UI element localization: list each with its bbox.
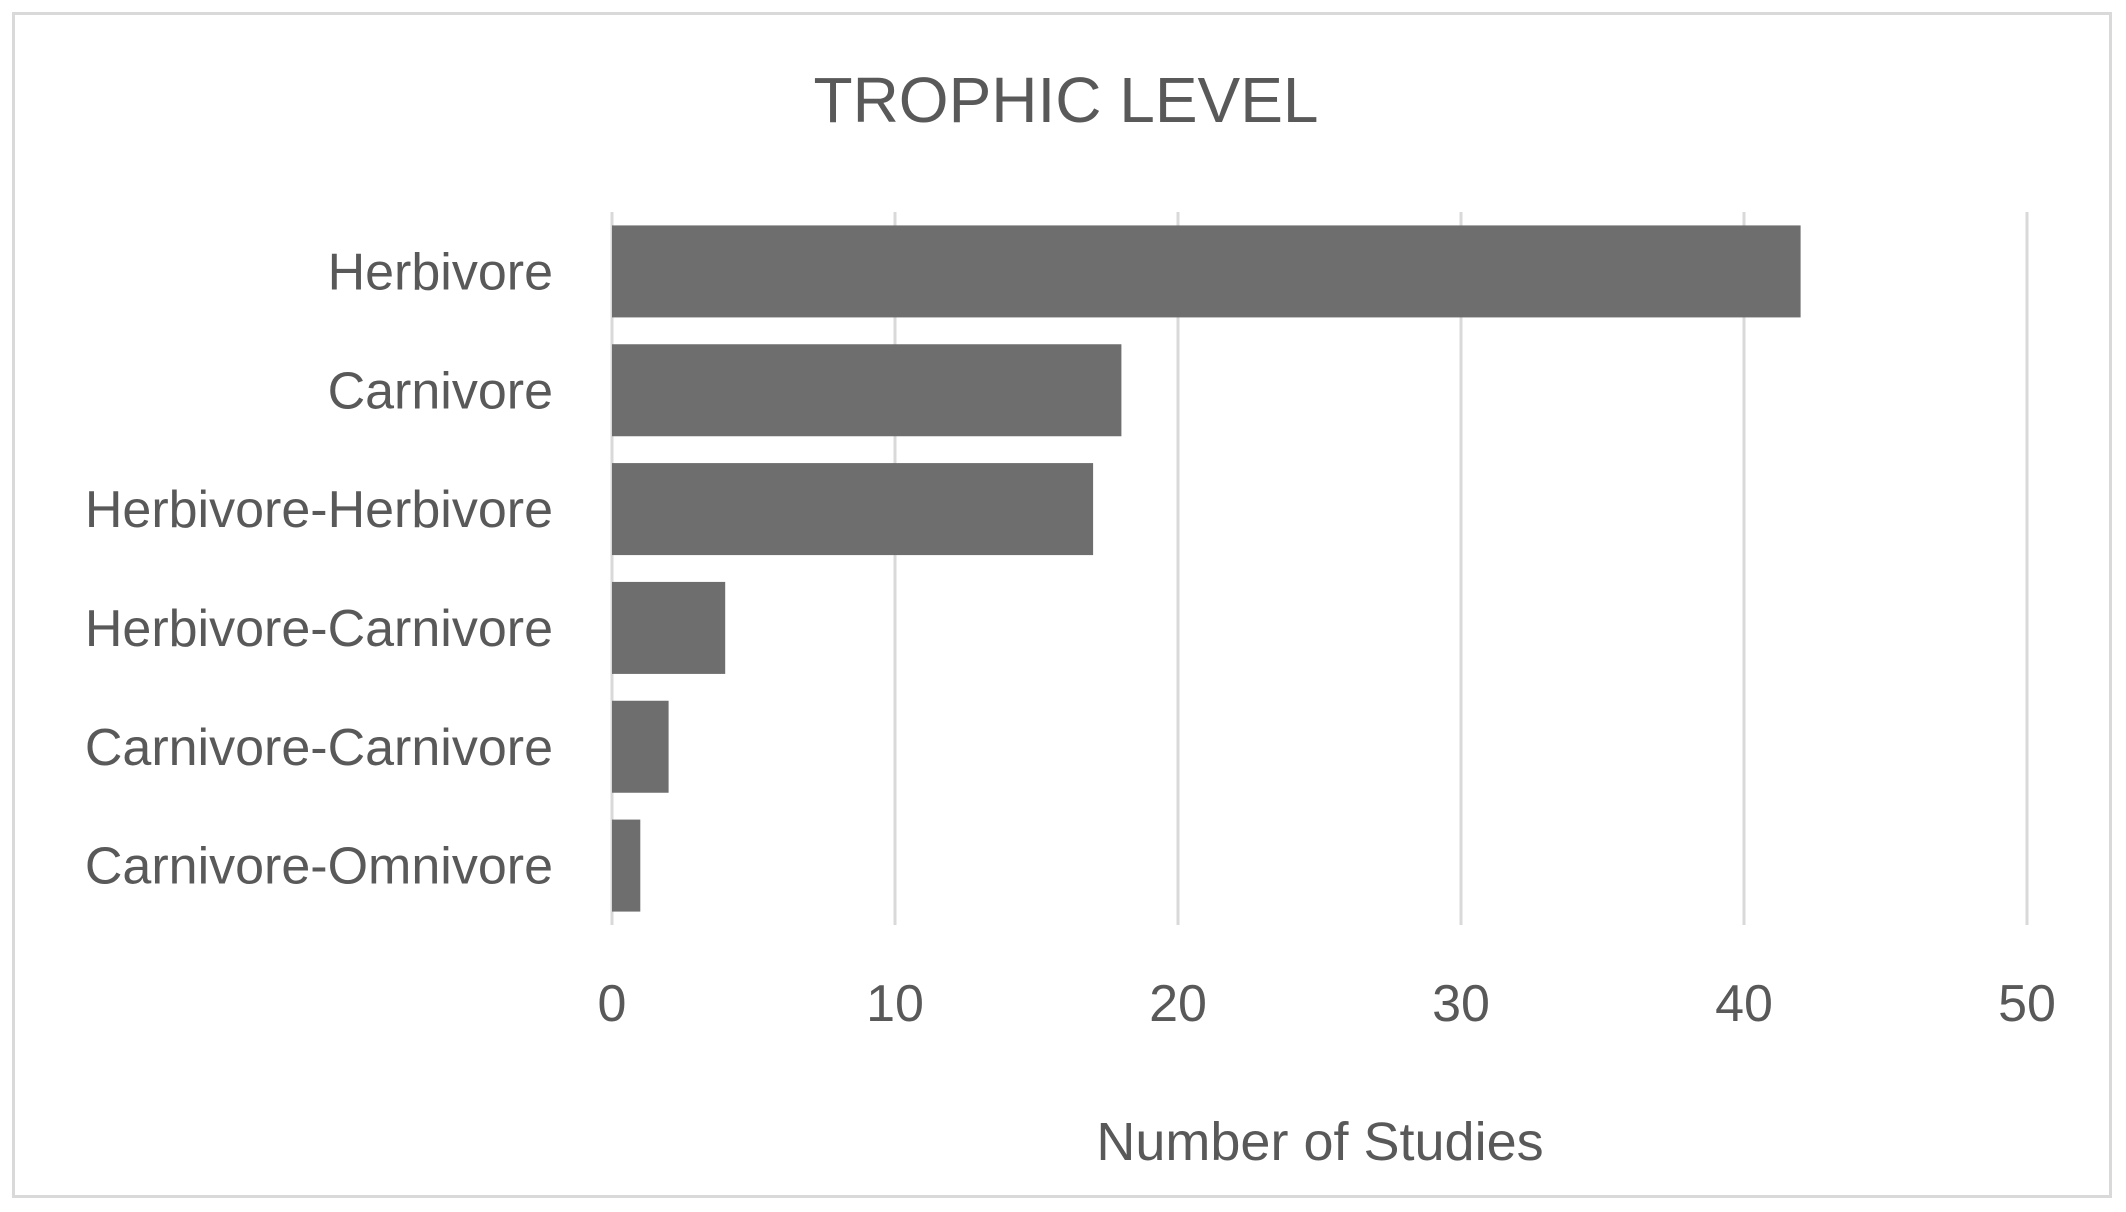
x-tick-label: 20 bbox=[1149, 975, 1207, 1033]
x-tick-label: 10 bbox=[866, 975, 924, 1033]
chart-frame bbox=[12, 12, 2112, 1198]
category-label: Herbivore bbox=[328, 243, 553, 301]
bar-herbivore-herbivore bbox=[612, 463, 1094, 556]
bar-carnivore-carnivore bbox=[612, 700, 669, 793]
bar-herbivore-carnivore bbox=[612, 581, 726, 674]
x-tick-label: 40 bbox=[1715, 975, 1773, 1033]
category-label: Herbivore-Herbivore bbox=[85, 481, 553, 539]
bar-carnivore-omnivore bbox=[612, 819, 641, 912]
x-tick-label: 50 bbox=[1998, 975, 2056, 1033]
category-label: Herbivore-Carnivore bbox=[85, 600, 553, 658]
grid-lines bbox=[610, 212, 2029, 925]
x-tick-label: 0 bbox=[598, 975, 627, 1033]
x-tick-labels: 0 10 20 30 40 50 bbox=[598, 975, 2056, 1033]
bar-herbivore bbox=[612, 225, 1801, 318]
x-axis-title: Number of Studies bbox=[1096, 1112, 1543, 1172]
x-tick-label: 30 bbox=[1432, 975, 1490, 1033]
category-label: Carnivore-Carnivore bbox=[85, 719, 553, 777]
chart-title: TROPHIC LEVEL bbox=[813, 64, 1318, 136]
bar-carnivore bbox=[612, 344, 1122, 437]
category-label: Carnivore-Omnivore bbox=[85, 838, 553, 896]
category-labels: Herbivore Carnivore Herbivore-Herbivore Her… bbox=[85, 243, 553, 895]
category-label: Carnivore bbox=[328, 362, 553, 420]
bars bbox=[612, 225, 1801, 912]
